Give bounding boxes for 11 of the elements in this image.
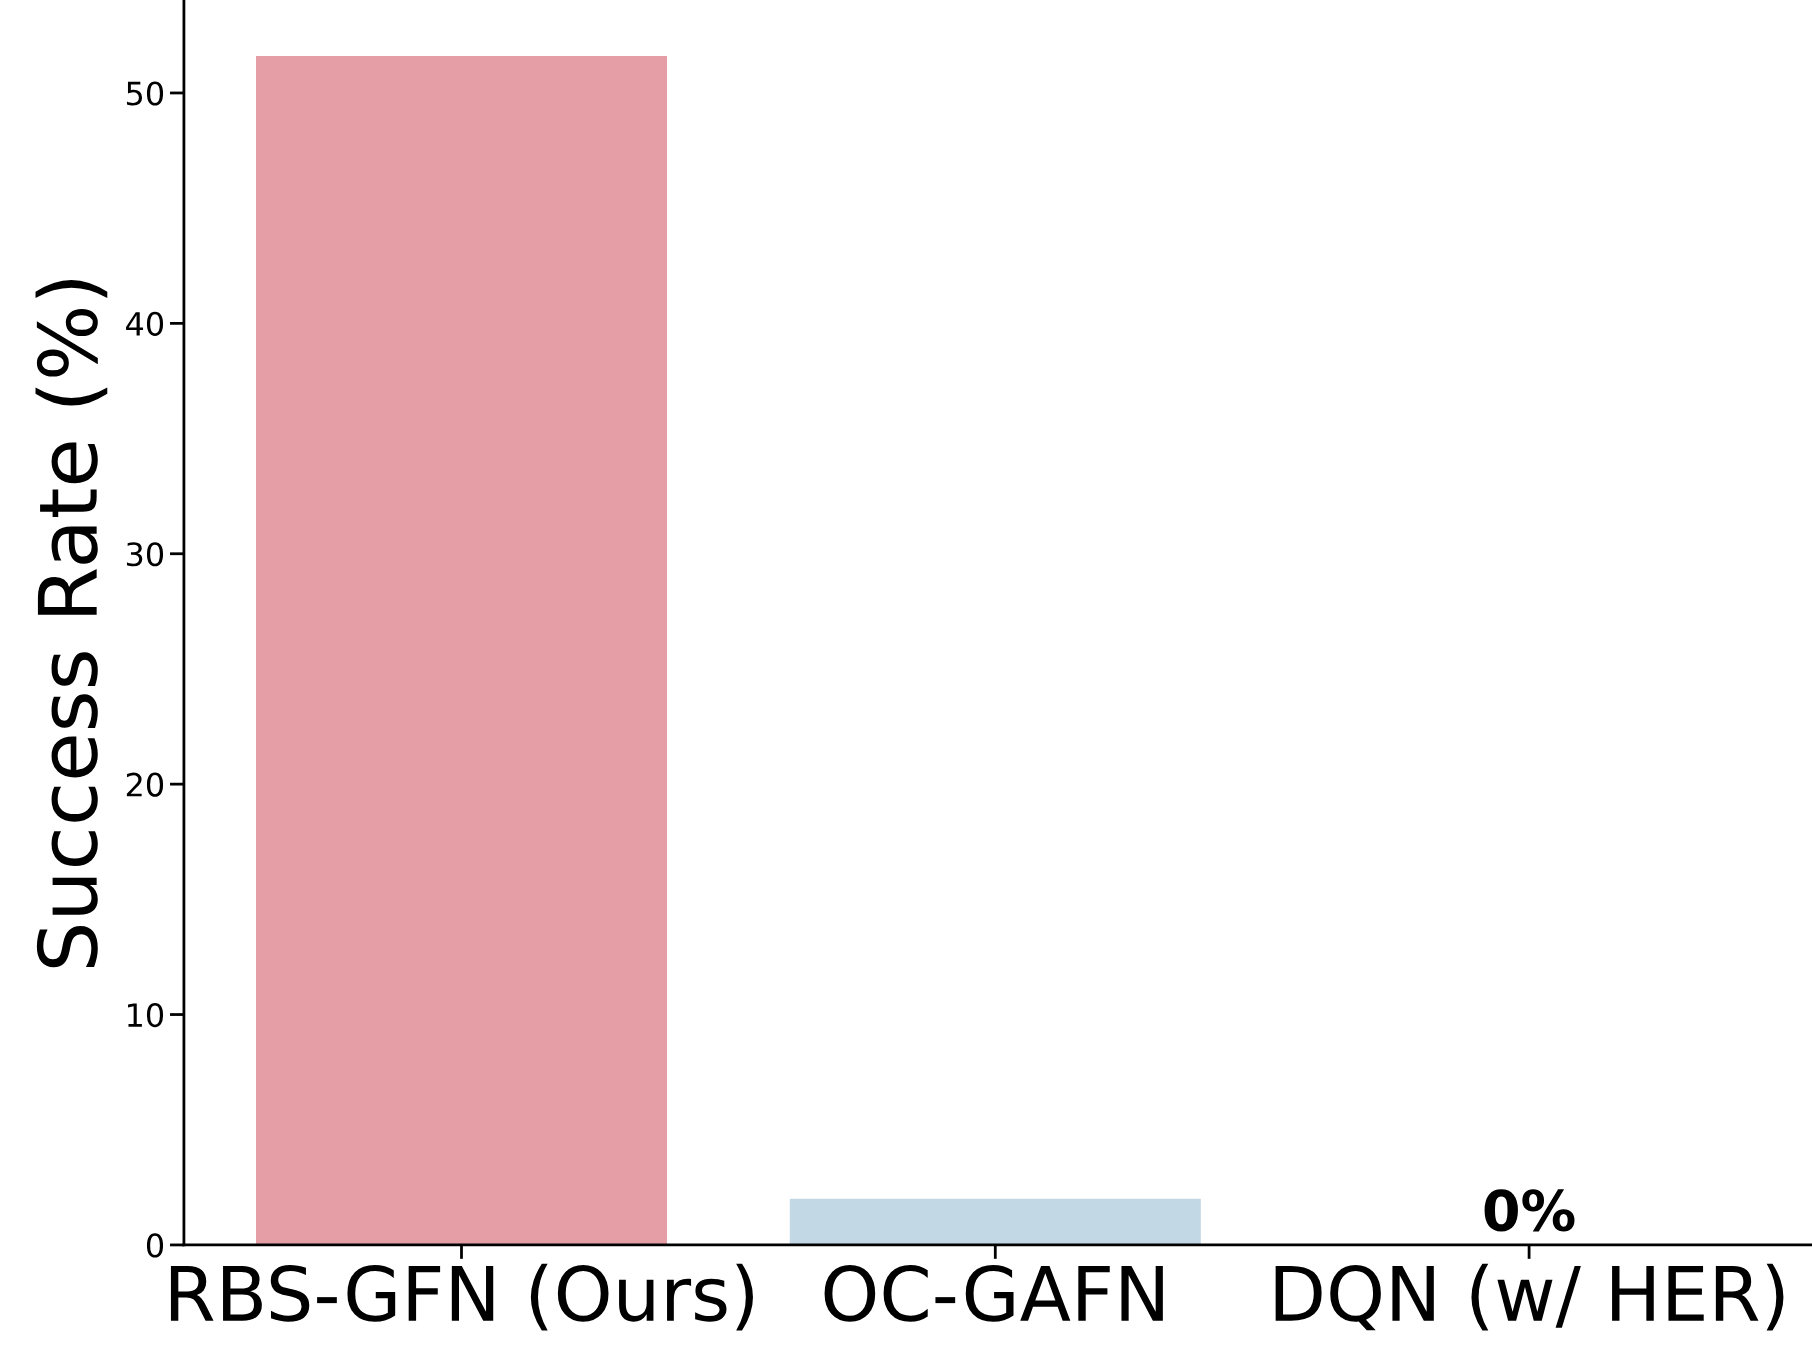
y-axis-title: Success Rate (%) bbox=[35, 280, 108, 968]
y-tick-label: 20 bbox=[126, 772, 164, 797]
y-tick-label: 30 bbox=[126, 542, 164, 567]
x-tick-label: OC-GAFN bbox=[824, 1265, 1163, 1322]
x-tick-label: RBS-GFN (Ours) bbox=[170, 1263, 753, 1331]
y-tick-label: 10 bbox=[128, 1002, 164, 1028]
x-tick-label: DQN (w/ HER) bbox=[1275, 1263, 1784, 1331]
y-tick-label: 0 bbox=[146, 1233, 164, 1258]
y-tick-label: 40 bbox=[126, 311, 164, 336]
y-tick-label: 50 bbox=[126, 81, 164, 106]
data-label: 0% bbox=[1484, 1189, 1575, 1232]
